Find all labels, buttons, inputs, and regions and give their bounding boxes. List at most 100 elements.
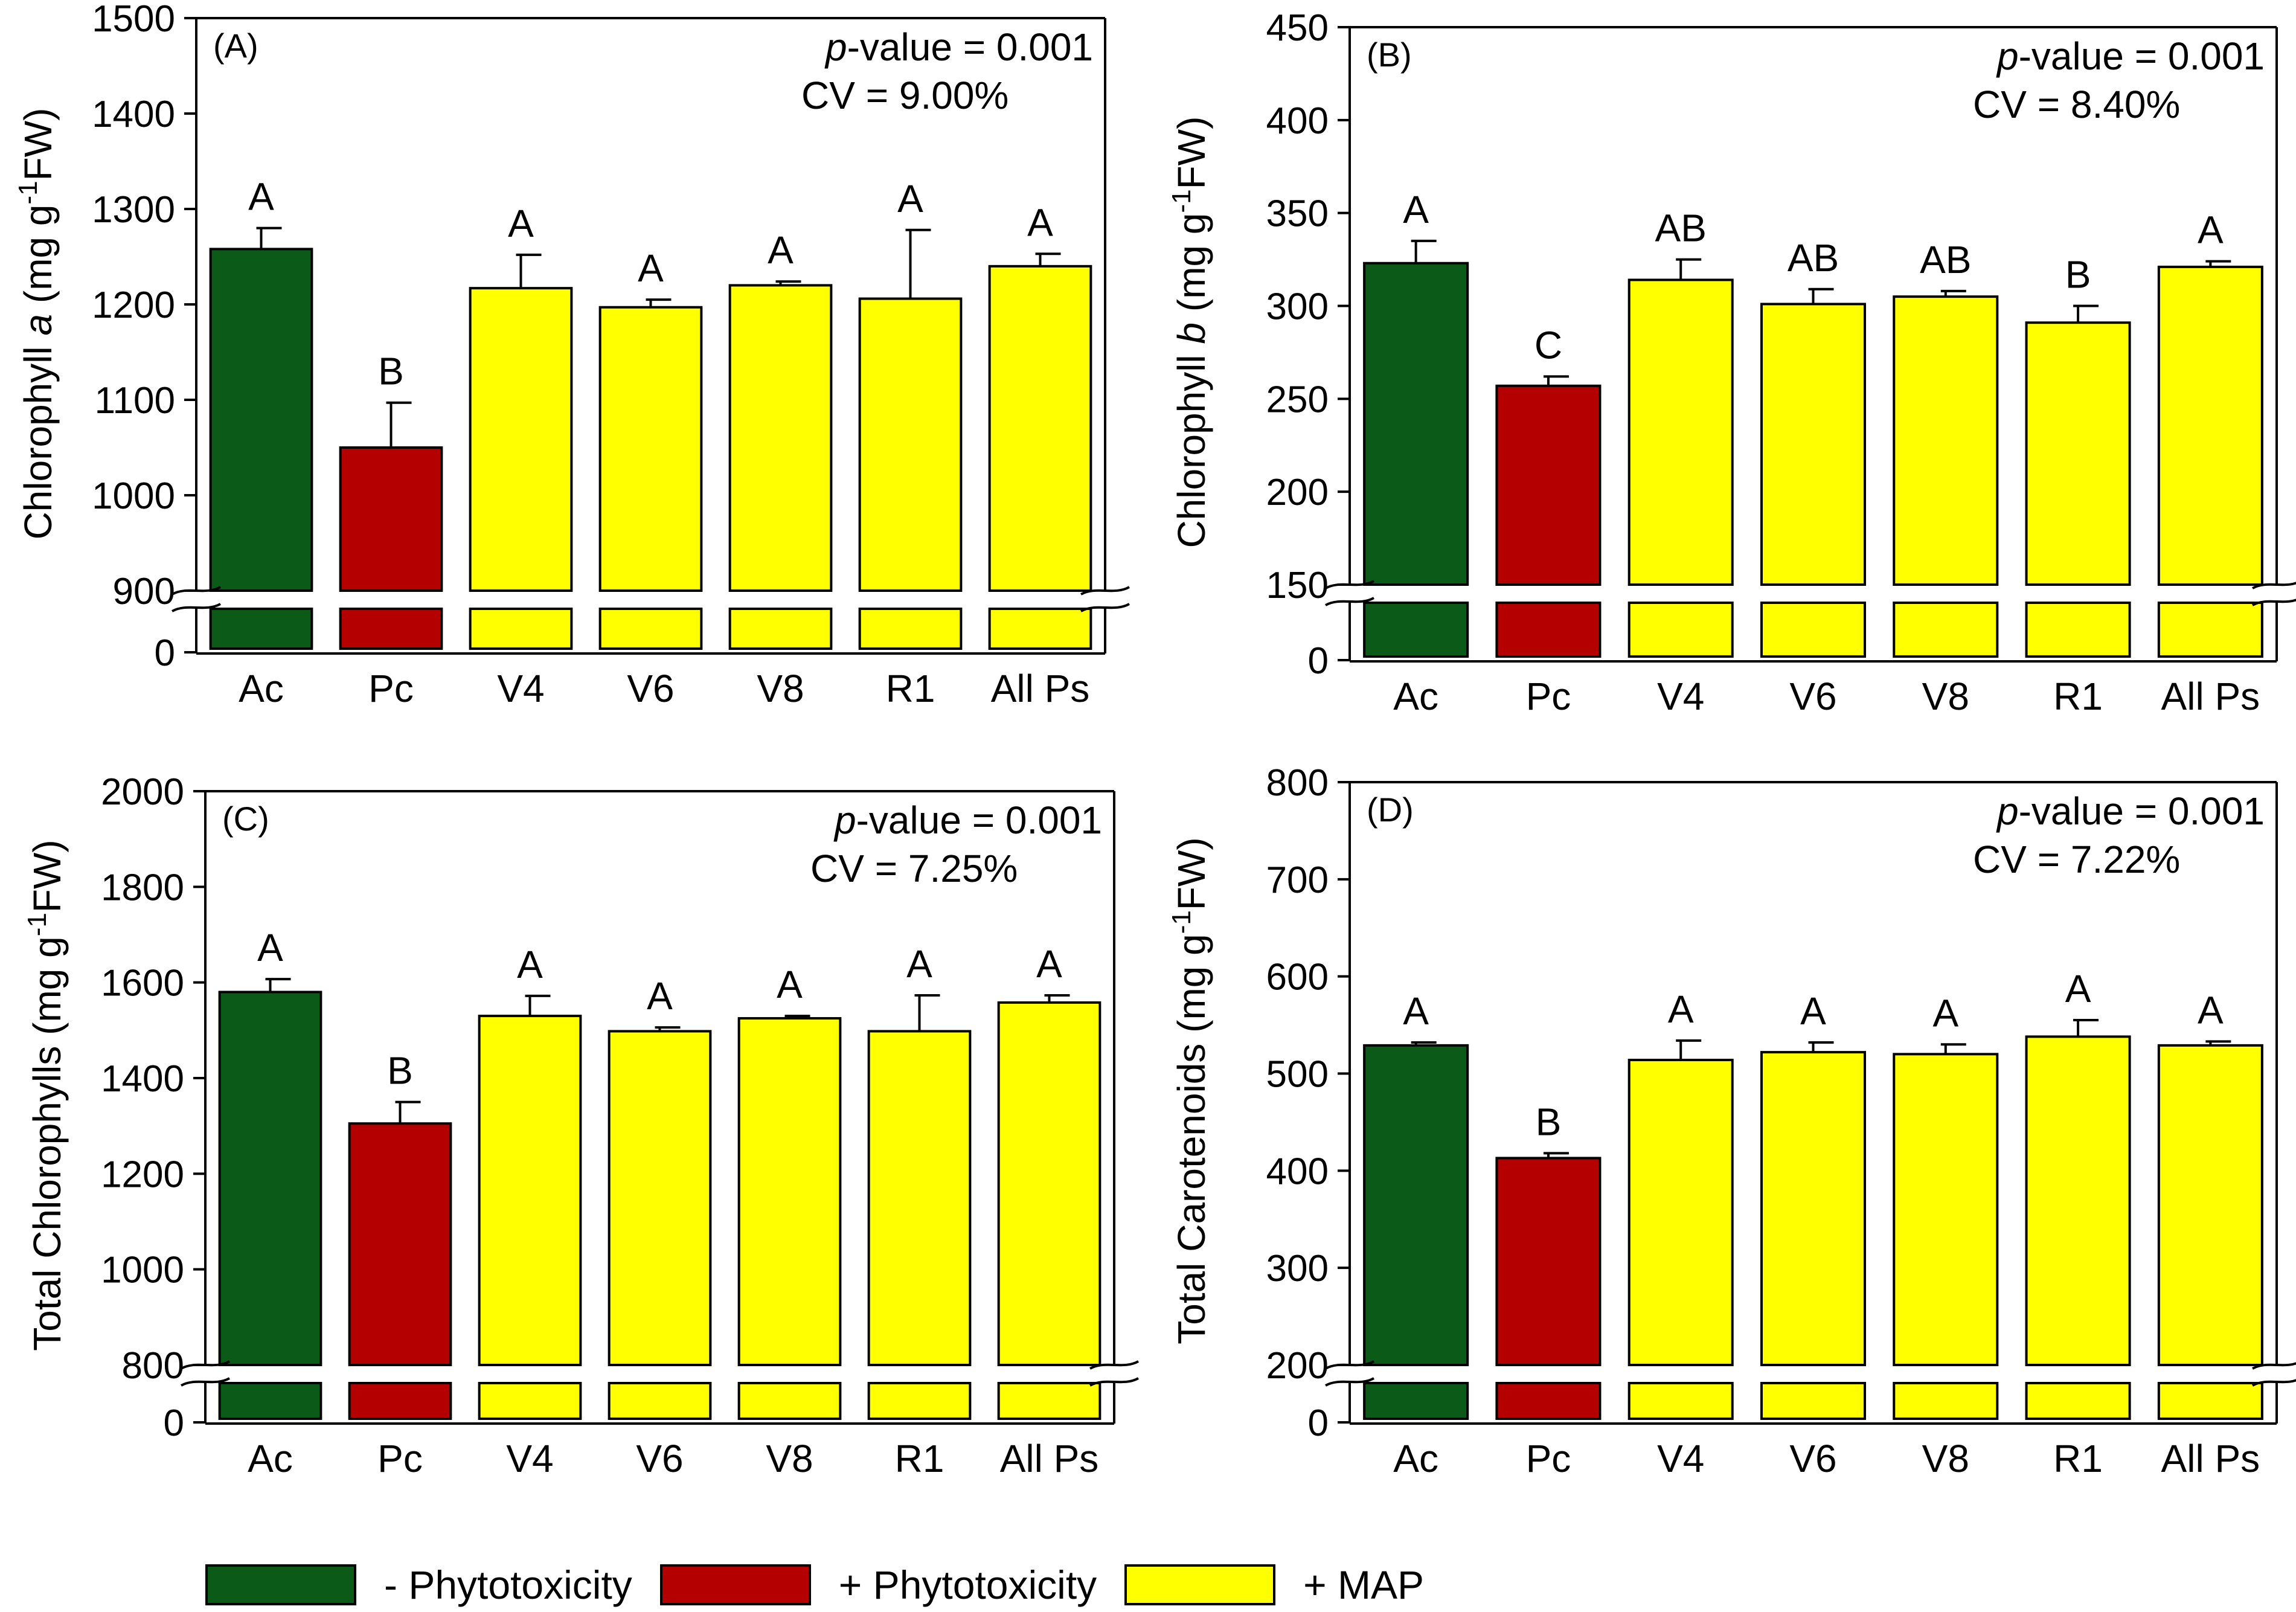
x-tick-label: R1 xyxy=(886,667,935,710)
bar-upper xyxy=(209,248,313,592)
y-axis-title-part: -1 xyxy=(13,181,43,204)
significance-letter: A xyxy=(768,228,794,272)
cv-text: CV = 7.22% xyxy=(1973,838,2180,881)
x-tick-label: Ac xyxy=(1393,675,1438,718)
legend-label: - Phytotoxicity xyxy=(384,1562,632,1607)
y-tick-label: 1000 xyxy=(101,1250,184,1291)
bar-lower xyxy=(867,1382,972,1420)
axis-break-mark xyxy=(2252,1379,2296,1387)
y-tick-label-zero: 0 xyxy=(1308,640,1329,682)
significance-letter: A xyxy=(1800,989,1826,1033)
y-tick-label: 2000 xyxy=(101,771,184,813)
y-tick-label: 1100 xyxy=(95,380,175,422)
p-italic: p xyxy=(833,798,856,842)
x-tick-label: V6 xyxy=(1789,1437,1836,1480)
x-tick-label: All Ps xyxy=(2161,675,2260,718)
y-tick-label: 700 xyxy=(1266,859,1329,901)
x-tick-label: Ac xyxy=(239,667,284,710)
bar-upper xyxy=(997,1001,1102,1366)
bar-lower xyxy=(608,1382,712,1420)
x-tick-label: Pc xyxy=(377,1437,423,1480)
y-axis-title-part: Total Carotenoids xyxy=(1170,1044,1213,1344)
significance-letter: B xyxy=(378,350,404,393)
y-tick-label: 800 xyxy=(1266,762,1329,804)
y-tick-label: 1000 xyxy=(92,475,175,517)
bar-upper xyxy=(2157,1044,2263,1366)
bar-upper xyxy=(2025,1035,2131,1366)
y-tick-label-zero: 0 xyxy=(1308,1402,1329,1444)
bar-lower xyxy=(1363,1382,1469,1420)
significance-letter: A xyxy=(508,202,534,245)
p-rest: -value = 0.001 xyxy=(2019,789,2265,833)
bar-upper xyxy=(218,991,322,1366)
x-tick-label: Pc xyxy=(368,667,414,710)
bar-upper xyxy=(1363,1044,1469,1366)
bar-lower xyxy=(348,1382,452,1420)
y-tick-label: 1200 xyxy=(92,284,175,326)
y-axis-title: Chlorophyll b (mg g-1FW) xyxy=(1167,117,1214,548)
p-value-text: p-value = 0.001 xyxy=(824,25,1093,69)
x-tick-label: V8 xyxy=(766,1437,813,1480)
x-tick-label: V4 xyxy=(506,1437,553,1480)
p-value-text: p-value = 0.001 xyxy=(1996,789,2265,833)
y-axis-title: Total Chlorophylls (mg g-1FW) xyxy=(22,840,69,1350)
axis-break-mark xyxy=(181,1377,230,1387)
bar-upper xyxy=(1627,278,1734,586)
y-axis-title-part: Chlorophyll xyxy=(16,335,60,539)
x-tick-label: Pc xyxy=(1526,1437,1571,1480)
significance-letter: A xyxy=(647,974,673,1018)
significance-letter: C xyxy=(1534,323,1562,367)
y-axis-title-part: -1 xyxy=(1167,189,1196,213)
y-axis-title-part: Total Chlorophylls xyxy=(25,1046,69,1351)
y-axis-title-part: b xyxy=(1170,323,1213,344)
significance-letter: A xyxy=(1027,201,1053,244)
bar-lower xyxy=(737,1382,842,1420)
cv-text: CV = 7.25% xyxy=(810,847,1018,890)
legend-item-map: + MAP xyxy=(1124,1562,1424,1608)
bar-lower xyxy=(1760,1382,1867,1420)
y-tick-label: 450 xyxy=(1266,7,1329,49)
panel-label: (D) xyxy=(1367,791,1414,829)
bar-lower xyxy=(1627,602,1734,658)
y-tick-label: 200 xyxy=(1266,1345,1329,1387)
p-rest: -value = 0.001 xyxy=(2019,34,2265,78)
significance-letter: A xyxy=(1668,987,1694,1031)
significance-letter: B xyxy=(1536,1100,1562,1143)
significance-letter: A xyxy=(906,942,932,986)
y-tick-label-zero: 0 xyxy=(164,1402,184,1444)
p-rest: -value = 0.001 xyxy=(856,798,1102,842)
p-italic: p xyxy=(1996,789,2019,833)
y-axis-title-part: Chlorophyll xyxy=(1170,344,1213,548)
y-tick-label-zero: 0 xyxy=(155,632,175,674)
p-value-text: p-value = 0.001 xyxy=(833,798,1102,842)
x-tick-label: V8 xyxy=(1922,675,1969,718)
cv-text: CV = 8.40% xyxy=(1973,83,2180,126)
y-axis-title-part: (mg g xyxy=(16,205,60,314)
significance-letter: AB xyxy=(1788,236,1839,280)
y-axis-title: Chlorophyll a (mg g-1FW) xyxy=(13,108,60,540)
axis-break-mark xyxy=(172,603,221,612)
axis-break-mark xyxy=(1080,586,1130,596)
y-tick-label: 250 xyxy=(1266,379,1329,420)
p-italic: p xyxy=(1996,34,2019,78)
bar-lower xyxy=(2157,602,2263,658)
y-tick-label: 900 xyxy=(113,571,175,612)
bar-lower xyxy=(1495,1382,1602,1420)
significance-letter: A xyxy=(1403,989,1429,1033)
bar-upper xyxy=(1893,295,1999,586)
p-value-text: p-value = 0.001 xyxy=(1996,34,2265,78)
y-tick-label: 1400 xyxy=(101,1058,184,1100)
axis-break-mark xyxy=(1325,1377,1374,1387)
y-axis-title-part: FW) xyxy=(1170,117,1213,190)
legend-swatch-red xyxy=(659,1564,811,1605)
y-axis-title-part: -1 xyxy=(22,913,52,936)
x-tick-label: V8 xyxy=(1922,1437,1969,1480)
significance-letter: A xyxy=(517,943,543,986)
x-tick-label: All Ps xyxy=(991,667,1090,710)
bar-upper xyxy=(478,1015,582,1367)
y-axis-title-part: FW) xyxy=(1170,837,1213,910)
chart-panel: A Ac B Pc A V4 A V6 A V8 A R1 A All Ps 800 1000 1200 1400… xyxy=(22,771,1139,1480)
bar-upper xyxy=(728,284,833,592)
bar-lower xyxy=(209,608,313,650)
y-axis-title: Total Carotenoids (mg g-1FW) xyxy=(1167,837,1214,1344)
